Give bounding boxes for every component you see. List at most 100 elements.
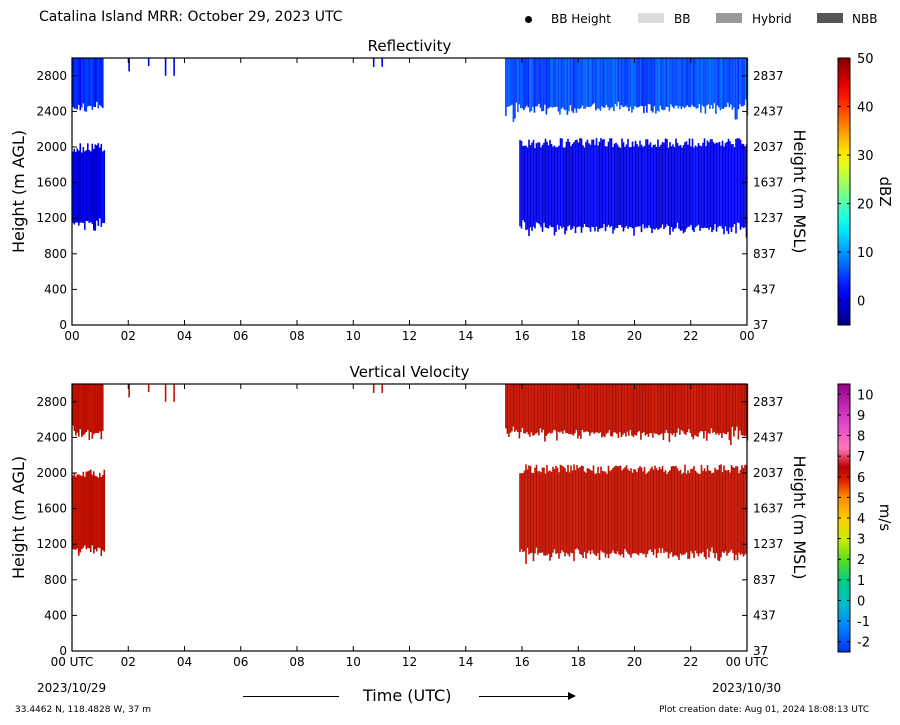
- panel2-echo-column: [75, 384, 77, 436]
- panel1-echo-column: [649, 142, 652, 228]
- panel1-echo-column: [580, 138, 583, 233]
- panel2-echo-column: [679, 469, 682, 554]
- panel1-y-right-tick-label: 1637: [753, 176, 784, 190]
- panel1-echo-column: [709, 139, 712, 228]
- panel2-echo-column: [713, 384, 716, 432]
- panel2-echo-column: [635, 384, 638, 436]
- panel1-echo-column: [615, 142, 617, 228]
- panel1-echo-column: [586, 139, 589, 228]
- panel1-echo-column: [664, 138, 667, 228]
- panel1-echo-column: [87, 143, 89, 222]
- arrow-left-line: [243, 696, 339, 697]
- panel1-echo-spike: [128, 58, 130, 72]
- panel2-echo-column: [566, 384, 569, 433]
- panel2-x-tick-label: 20: [627, 655, 642, 669]
- panel2-echo-column: [546, 465, 548, 556]
- panel2-echo-column: [612, 468, 614, 551]
- panel2-echo-column: [684, 464, 686, 555]
- panel2-echo-column: [634, 384, 636, 435]
- panel1-echo-column: [687, 144, 689, 227]
- panel1-echo-column: [613, 143, 616, 230]
- panel2-echo-column: [658, 467, 661, 549]
- panel1-echo-column: [541, 58, 543, 112]
- panel2-echo-column: [706, 384, 708, 441]
- panel1-echo-column: [589, 58, 591, 108]
- panel1-echo-column: [547, 145, 550, 229]
- panel1-echo-column: [701, 58, 704, 106]
- panel2-echo-column: [100, 477, 103, 556]
- panel2-echo-column: [581, 384, 584, 430]
- panel1-echo-column: [537, 142, 539, 224]
- panel1-title: Reflectivity: [368, 37, 452, 55]
- panel1-echo-column: [738, 138, 740, 224]
- panel2-echo-column: [737, 384, 740, 440]
- panel2-echo-column: [679, 384, 681, 435]
- panel2-echo-column: [742, 384, 744, 436]
- panel1-echo-column: [616, 58, 618, 107]
- panel2-echo-column: [613, 384, 615, 433]
- panel2-echo-column: [583, 384, 585, 433]
- panel1-echo-column: [721, 58, 723, 109]
- panel1-echo-column: [573, 142, 575, 227]
- panel2-echo-column: [99, 472, 101, 548]
- panel2-echo-column: [556, 467, 559, 554]
- panel1-echo-column: [688, 138, 691, 227]
- panel2-echo-column: [715, 384, 717, 435]
- panel1-echo-column: [566, 58, 569, 115]
- panel1-y-right-tick-label: 2037: [753, 140, 784, 154]
- panel2-echo-column: [608, 384, 611, 431]
- panel1-echo-column: [558, 145, 560, 230]
- panel2-x-tick-label: 12: [402, 655, 417, 669]
- panel2-echo-column: [723, 465, 725, 553]
- panel1-y-axis-label: Height (m AGL): [9, 130, 28, 253]
- creation-date-text: Plot creation date: Aug 01, 2024 18:08:1…: [659, 705, 870, 715]
- panel2-echo-column: [637, 384, 639, 433]
- panel2-echo-column: [642, 471, 644, 555]
- panel2-echo-column: [607, 384, 609, 433]
- panel2-echo-column: [603, 471, 605, 553]
- panel1-echo-column: [709, 58, 711, 109]
- panel2-echo-column: [508, 384, 510, 437]
- panel2-echo-spike: [173, 384, 175, 402]
- panel1-echo-column: [691, 58, 693, 105]
- panel1-echo-column: [596, 58, 599, 109]
- panel2-echo-column: [576, 465, 578, 549]
- legend-label-nbb: NBB: [852, 12, 878, 26]
- panel2-echo-column: [611, 384, 614, 437]
- panel2-echo-column: [639, 466, 641, 554]
- panel1-echo-column: [634, 140, 637, 228]
- panel1-echo-column: [631, 141, 634, 229]
- panel1-x-tick-label: 00: [739, 329, 754, 343]
- panel1-echo-column: [702, 142, 704, 229]
- panel1-echo-column: [604, 146, 607, 232]
- panel2-echo-column: [709, 470, 712, 552]
- panel2-echo-column: [730, 384, 732, 446]
- panel1-echo-column: [680, 58, 683, 110]
- panel1-echo-column: [79, 143, 82, 223]
- panel1-echo-column: [625, 58, 627, 106]
- panel2-echo-column: [559, 384, 561, 433]
- panel1-echo-column: [666, 139, 668, 225]
- panel1-echo-column: [657, 139, 659, 230]
- panel2-x-tick-label: 06: [233, 655, 248, 669]
- panel2-echo-column: [697, 473, 700, 557]
- panel2-echo-column: [76, 384, 79, 433]
- panel2-echo-column: [572, 384, 575, 436]
- panel1-echo-column: [722, 58, 725, 109]
- panel1-echo-column: [610, 58, 612, 108]
- panel2-y-right-tick-label: 837: [753, 573, 776, 587]
- panel2-echo-column: [517, 384, 519, 432]
- panel1-echo-column: [565, 58, 567, 111]
- panel2-echo-column: [734, 384, 737, 431]
- panel1-echo-column: [523, 58, 525, 111]
- panel2-echo-column: [614, 384, 617, 433]
- panel2-echo-column: [102, 384, 104, 431]
- panel1-echo-column: [73, 148, 76, 225]
- panel2-echo-column: [743, 384, 746, 437]
- panel2-echo-column: [622, 384, 624, 435]
- panel1-echo-column: [85, 58, 88, 112]
- panel1-echo-column: [532, 139, 535, 227]
- panel1-colorbar-tick-label: 30: [857, 149, 874, 164]
- panel2-echo-column: [527, 384, 530, 435]
- panel2-echo-column: [643, 466, 646, 554]
